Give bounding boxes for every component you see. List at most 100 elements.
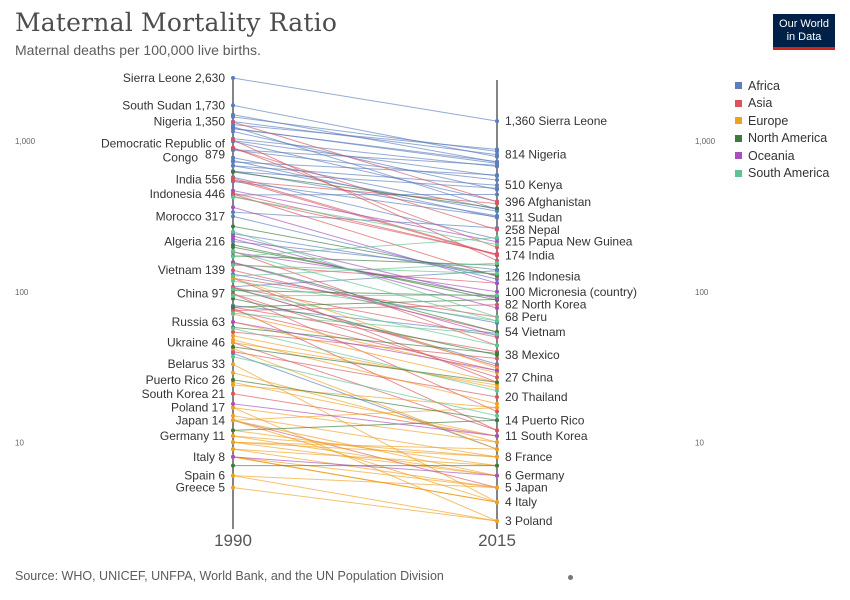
point-2015[interactable] [495, 440, 499, 445]
point-2015[interactable] [495, 318, 499, 323]
point-1990[interactable] [231, 311, 235, 316]
point-2015[interactable] [495, 394, 499, 399]
point-2015[interactable] [495, 314, 499, 319]
series-line[interactable] [232, 237, 498, 258]
series-line[interactable] [232, 170, 498, 217]
point-1990[interactable] [231, 245, 235, 250]
point-2015[interactable] [495, 500, 499, 505]
point-1990[interactable] [231, 195, 235, 200]
series-line[interactable] [232, 280, 498, 322]
series-line[interactable] [232, 147, 498, 231]
point-1990[interactable] [231, 112, 235, 117]
point-1990[interactable] [231, 447, 235, 452]
point-2015[interactable] [495, 385, 499, 390]
point-1990[interactable] [231, 428, 235, 433]
series-line[interactable] [232, 171, 498, 209]
point-1990[interactable] [231, 344, 235, 349]
point-2015[interactable] [495, 401, 499, 406]
point-1990[interactable] [231, 163, 235, 168]
series-line[interactable] [232, 356, 498, 417]
series-line[interactable] [232, 342, 498, 386]
series-line[interactable] [232, 195, 498, 255]
point-2015[interactable] [495, 368, 499, 373]
series-line[interactable] [232, 448, 498, 467]
series-line[interactable] [232, 346, 498, 383]
point-2015[interactable] [495, 463, 499, 468]
series-line[interactable] [232, 487, 498, 522]
point-1990[interactable] [231, 254, 235, 259]
series-line[interactable] [232, 149, 498, 166]
series-line[interactable] [232, 379, 498, 421]
series-line[interactable] [232, 192, 498, 255]
point-1990[interactable] [231, 401, 235, 406]
series-line[interactable] [232, 407, 498, 421]
point-2015[interactable] [495, 206, 499, 211]
point-1990[interactable] [231, 296, 235, 301]
point-1990[interactable] [231, 287, 235, 292]
series-line[interactable] [232, 435, 498, 458]
series-line[interactable] [232, 351, 498, 398]
series-line[interactable] [232, 179, 498, 257]
point-2015[interactable] [495, 473, 499, 478]
point-1990[interactable] [231, 249, 235, 254]
series-line[interactable] [232, 180, 498, 205]
point-1990[interactable] [231, 370, 235, 375]
point-2015[interactable] [495, 177, 499, 182]
series-line[interactable] [232, 127, 498, 164]
point-1990[interactable] [231, 103, 235, 108]
series-line[interactable] [232, 124, 498, 150]
point-1990[interactable] [231, 337, 235, 342]
series-line[interactable] [232, 372, 498, 443]
owid-logo[interactable]: Our World in Data [773, 14, 835, 50]
series-line[interactable] [232, 277, 498, 383]
legend-item[interactable]: Oceania [735, 147, 829, 165]
point-2015[interactable] [495, 201, 499, 206]
point-2015[interactable] [495, 454, 499, 459]
series-line[interactable] [232, 277, 498, 369]
point-2015[interactable] [495, 351, 499, 356]
series-line[interactable] [232, 381, 498, 437]
series-line[interactable] [232, 415, 498, 458]
series-line[interactable] [232, 441, 498, 450]
series-line[interactable] [232, 262, 498, 337]
point-1990[interactable] [231, 485, 235, 490]
point-2015[interactable] [495, 268, 499, 273]
point-1990[interactable] [231, 377, 235, 382]
series-line[interactable] [232, 288, 498, 346]
point-1990[interactable] [231, 234, 235, 239]
point-2015[interactable] [495, 186, 499, 191]
point-2015[interactable] [495, 413, 499, 418]
series-line[interactable] [232, 196, 498, 245]
series-line[interactable] [232, 475, 498, 522]
series-line[interactable] [232, 339, 498, 405]
point-1990[interactable] [231, 214, 235, 219]
series-line[interactable] [232, 165, 498, 186]
point-2015[interactable] [495, 380, 499, 385]
series-line[interactable] [232, 206, 498, 284]
series-line[interactable] [232, 138, 498, 168]
legend-item[interactable]: North America [735, 130, 829, 148]
series-line[interactable] [232, 328, 498, 392]
series-line[interactable] [232, 233, 498, 276]
series-line[interactable] [232, 393, 498, 437]
series-line[interactable] [232, 441, 498, 477]
legend-item[interactable]: Africa [735, 77, 829, 95]
point-2015[interactable] [495, 281, 499, 286]
point-1990[interactable] [231, 413, 235, 418]
series-line[interactable] [232, 456, 498, 489]
point-2015[interactable] [495, 447, 499, 452]
point-1990[interactable] [231, 326, 235, 331]
point-2015[interactable] [495, 485, 499, 490]
point-2015[interactable] [495, 173, 499, 178]
series-line[interactable] [232, 270, 498, 288]
point-1990[interactable] [231, 319, 235, 324]
point-1990[interactable] [231, 178, 235, 183]
series-line[interactable] [232, 149, 498, 181]
series-line[interactable] [232, 456, 498, 477]
point-2015[interactable] [495, 164, 499, 169]
series-line[interactable] [232, 126, 498, 210]
point-1990[interactable] [231, 278, 235, 283]
series-line[interactable] [232, 235, 498, 300]
point-2015[interactable] [495, 418, 499, 423]
point-2015[interactable] [495, 375, 499, 380]
